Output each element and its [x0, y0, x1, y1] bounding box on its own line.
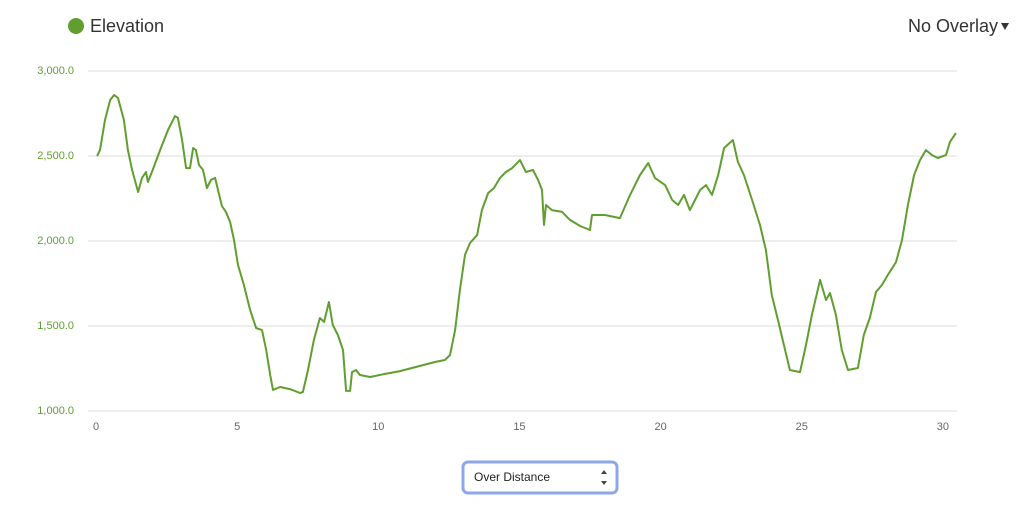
- x-tick-label: 0: [93, 421, 99, 433]
- distance-select-label[interactable]: Over Distance: [474, 470, 550, 484]
- elevation-line: [96, 94, 957, 394]
- distance-select[interactable]: [461, 460, 619, 495]
- x-tick-label: 15: [513, 421, 525, 433]
- y-tick-label: 3,000.0: [37, 65, 74, 77]
- x-tick-label: 5: [234, 421, 240, 433]
- y-tick-label: 1,000.0: [37, 405, 74, 417]
- x-tick-label: 20: [654, 421, 666, 433]
- x-tick-label: 10: [372, 421, 384, 433]
- x-tick-label: 30: [937, 421, 949, 433]
- dropdown-arrow[interactable]: [1001, 23, 1009, 30]
- legend-label[interactable]: Elevation: [90, 16, 164, 36]
- y-tick-label: 2,000.0: [37, 235, 74, 247]
- overlay-menu[interactable]: No Overlay: [908, 16, 998, 36]
- x-tick-label: 25: [796, 421, 808, 433]
- y-tick-label: 1,500.0: [37, 320, 74, 332]
- select-arrows[interactable]: [601, 470, 607, 485]
- y-tick-label: 2,500.0: [37, 150, 74, 162]
- legend-marker: [68, 18, 84, 34]
